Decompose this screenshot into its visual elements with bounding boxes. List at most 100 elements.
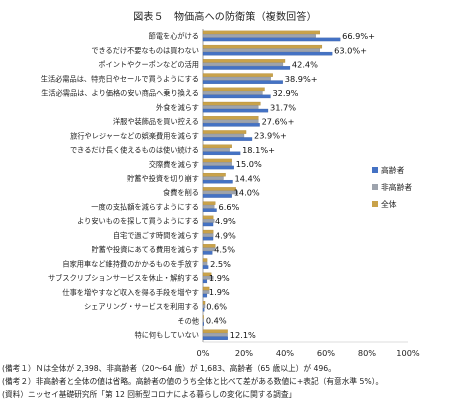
bar-non-elderly [202, 318, 204, 323]
bar-non-elderly [202, 105, 259, 109]
bar-elderly [202, 37, 341, 42]
bar-total [202, 315, 204, 319]
legend-swatch [372, 167, 378, 173]
bar-non-elderly [202, 261, 208, 266]
category-label: サブスクリプションサービスを休止・解約する [48, 274, 199, 283]
bar-non-elderly [202, 219, 215, 223]
data-label: 6.6% [219, 202, 240, 212]
chart-title: 図表５ 物価高への防衛策（複数回答） [133, 12, 317, 23]
bar-total [202, 301, 206, 305]
bar-non-elderly [202, 48, 320, 52]
data-label: 0.6% [206, 301, 227, 311]
category-label: 洋服や装飾品を買い控える [113, 117, 199, 126]
data-label: 18.1%+ [242, 145, 275, 155]
bar-total [202, 201, 216, 205]
bar-total [202, 258, 208, 262]
bar-elderly [202, 293, 208, 298]
category-label: 貯蓄や投資を切り崩す [127, 174, 199, 183]
category-label: ポイントやクーポンなどの活用 [98, 60, 199, 69]
bar-non-elderly [202, 162, 232, 166]
legend-label: 非高齢者 [381, 182, 412, 192]
bar-total [202, 73, 273, 77]
bar-total [202, 215, 214, 220]
note-2: (備考２）非高齢者と全体の値は省略。高齢者の値のうち全体と比べて差がある数値に+… [2, 377, 384, 386]
bar-non-elderly [202, 204, 215, 209]
data-label: 15.0% [236, 159, 262, 169]
note-3: (資料）ニッセイ基礎研究所「第 12 回新型コロナによる暮らしの変化に関する調査… [2, 390, 297, 399]
bar-elderly [202, 80, 283, 84]
data-label: 14.0% [234, 188, 260, 198]
bar-non-elderly [202, 190, 238, 195]
data-label: 1.9% [209, 287, 230, 297]
bar-total [202, 130, 247, 134]
bar-elderly [202, 165, 234, 170]
bar-elderly [202, 265, 209, 269]
category-label: できるだけ不要なものは買わない [91, 46, 199, 55]
bar-total [202, 286, 210, 291]
category-label: シェアリング・サービスを利用する [84, 302, 199, 311]
category-label: 食費を削る [163, 188, 199, 197]
bar-elderly [202, 308, 205, 312]
bar-total [202, 187, 236, 191]
bar-total [202, 44, 323, 49]
category-label: 外食を減らす [156, 103, 199, 112]
bar-total [202, 158, 232, 163]
bar-elderly [202, 94, 271, 99]
bar-total [202, 116, 259, 120]
x-tick-label: 20% [235, 348, 253, 358]
bar-elderly [202, 251, 213, 255]
data-label: 63.0%+ [334, 45, 367, 55]
bar-total [202, 101, 261, 106]
bar-non-elderly [202, 133, 245, 138]
bar-total [202, 144, 232, 149]
category-label: 自宅で過ごす時間を減らす [113, 231, 199, 240]
category-label: 生活必需品は、特売日やセールで買うようにする [41, 74, 199, 83]
data-label: 27.6%+ [262, 116, 295, 126]
category-label: 一度の支払額を減らすようにする [91, 202, 199, 211]
legend-label: 高齢者 [381, 165, 405, 175]
category-label: 貯蓄や投資にあてる費用を減らす [91, 245, 199, 254]
bar-total [202, 172, 226, 177]
bar-non-elderly [202, 276, 214, 280]
data-label: 42.4% [292, 60, 318, 70]
notes: (備考１）Ｎは全体が 2,398、非高齢者（20～64 歳）が 1,683、高齢… [2, 362, 448, 401]
bar-elderly [202, 194, 232, 198]
category-label: 自家用車など維持費のかかるものを手放す [62, 259, 199, 268]
x-tick-label: 80% [358, 348, 376, 358]
bar-elderly [202, 222, 214, 227]
x-tick-label: 40% [276, 348, 294, 358]
data-label: 1.9% [209, 273, 230, 283]
legend-label: 全体 [381, 199, 397, 209]
category-label: その他 [177, 316, 199, 325]
bar-chart: 節電を心がける 66.9%+ できるだけ不要なものは買わない 63.0%+ ポイントやク… [41, 29, 420, 358]
data-label: 4.9% [215, 216, 236, 226]
category-label: 生活必需品は、より価格の安い商品へ乗り換える [41, 89, 199, 98]
data-label: 4.9% [215, 230, 236, 240]
bar-elderly [202, 137, 253, 141]
bar-elderly [202, 322, 204, 326]
data-label: 12.1% [230, 330, 256, 340]
data-label: 32.9% [272, 88, 298, 98]
bar-elderly [202, 236, 214, 241]
x-tick-label: 0% [197, 348, 210, 358]
bar-non-elderly [202, 119, 259, 124]
bar-total [202, 30, 320, 35]
x-tick-label: 60% [317, 348, 335, 358]
bar-non-elderly [202, 247, 216, 252]
bar-non-elderly [202, 34, 316, 38]
bar-elderly [202, 66, 291, 70]
legend-swatch [372, 201, 378, 207]
bar-total [202, 59, 286, 63]
bar-non-elderly [202, 233, 214, 237]
bar-non-elderly [202, 304, 206, 309]
category-label: 仕事を増やすなど収入を得る手段を増やす [62, 288, 199, 297]
bar-elderly [202, 179, 233, 184]
bar-non-elderly [202, 91, 263, 95]
bar-total [202, 329, 228, 333]
data-label: 0.4% [206, 316, 227, 326]
category-label: 特に何もしていない [135, 330, 199, 339]
category-label: 旅行やレジャーなどの娯楽費用を減らす [70, 131, 199, 140]
category-label: 節電を心がける [149, 32, 199, 41]
bar-non-elderly [202, 332, 228, 337]
data-label: 14.4% [235, 173, 261, 183]
